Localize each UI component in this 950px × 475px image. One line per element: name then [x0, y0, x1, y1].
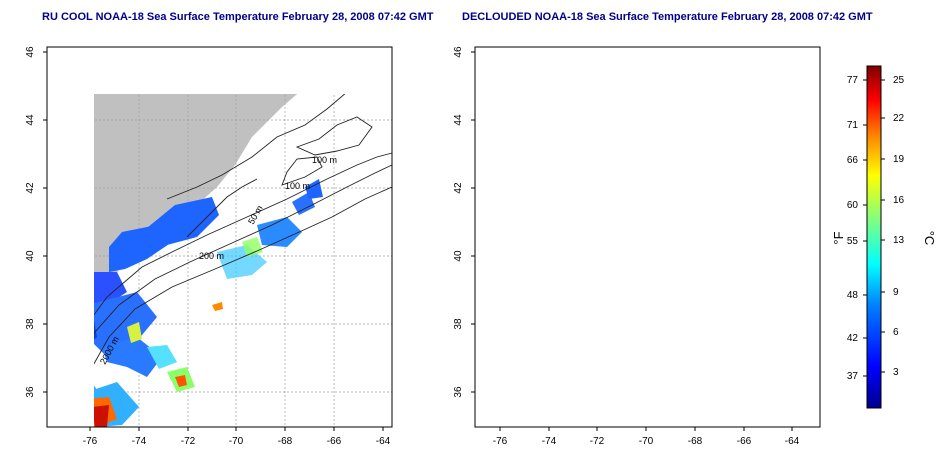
y-tick-label: 46	[25, 46, 36, 58]
right-map: 100 m 100 m 50 m 200 m 50 m 2000 m -76 -…	[453, 46, 821, 447]
y-tick-label: 38	[25, 318, 36, 330]
colorbar-gradient	[866, 65, 882, 409]
y-tick-label: 42	[453, 182, 464, 194]
f-tick-label: 37	[847, 371, 859, 382]
sst-patches	[500, 199, 750, 427]
c-tick-label: 3	[893, 367, 899, 378]
contour-label-50m: 50 m	[674, 204, 693, 226]
x-tick-label: -64	[376, 436, 391, 447]
left-map: 100 m 100 m 50 m 200 m 2000 m -76 -74 -7…	[25, 46, 393, 447]
celsius-unit-label: °C	[922, 231, 937, 246]
contour-label-100m: 100 m	[713, 181, 738, 191]
c-tick-label: 22	[893, 113, 905, 124]
contour-label-50m: 50 m	[246, 204, 265, 226]
x-tick-label: -74	[132, 436, 147, 447]
c-tick-label: 9	[893, 287, 899, 298]
c-tick-label: 6	[893, 327, 899, 338]
f-tick-label: 48	[847, 290, 859, 301]
colorbar-fahrenheit-ticks: 77 71 66 60 55 48 42 37	[847, 75, 867, 382]
contour-label-2000m: 2000 m	[528, 335, 551, 366]
y-tick-label: 40	[25, 250, 36, 262]
right-y-axis: 36 38 40 42 44 46	[453, 46, 475, 398]
y-tick-label: 46	[453, 46, 464, 58]
y-tick-label: 40	[453, 250, 464, 262]
fahrenheit-unit-label: °F	[831, 231, 846, 244]
contour-label-200m: 200 m	[199, 251, 224, 261]
left-x-axis: -76 -74 -72 -70 -68 -66 -64	[83, 427, 391, 447]
y-tick-label: 36	[453, 386, 464, 398]
f-tick-label: 77	[847, 75, 859, 86]
y-tick-label: 42	[25, 182, 36, 194]
contour-label-100m: 100 m	[285, 181, 310, 191]
x-tick-label: -76	[83, 436, 98, 447]
land-mass	[94, 94, 392, 427]
x-tick-label: -66	[327, 436, 342, 447]
f-tick-label: 71	[847, 120, 859, 131]
f-tick-label: 66	[847, 155, 859, 166]
colorbar: 77 71 66 60 55 48 42 37 25 22 19 16 13 9…	[831, 65, 937, 409]
y-tick-label: 44	[453, 114, 464, 126]
x-tick-label: -64	[785, 436, 800, 447]
f-tick-label: 60	[847, 200, 859, 211]
c-tick-label: 13	[893, 235, 905, 246]
bathymetry-contours	[485, 85, 820, 427]
right-map-title: DECLOUDED NOAA-18 Sea Surface Temperatur…	[462, 11, 873, 23]
c-tick-label: 25	[893, 75, 905, 86]
x-tick-label: -76	[493, 436, 508, 447]
left-y-axis: 36 38 40 42 44 46	[25, 46, 47, 398]
right-map-frame	[474, 46, 821, 428]
contour-labels-right: 100 m 100 m 50 m 200 m 50 m 2000 m	[528, 155, 765, 366]
x-tick-label: -70	[639, 436, 654, 447]
f-tick-label: 55	[847, 236, 859, 247]
contour-label-50m-south: 50 m	[538, 294, 556, 316]
y-tick-label: 38	[453, 318, 464, 330]
colorbar-celsius-ticks: 25 22 19 16 13 9 6 3	[881, 75, 905, 378]
land-mass	[475, 47, 820, 427]
x-tick-label: -70	[229, 436, 244, 447]
contour-label-100m-north: 100 m	[740, 155, 765, 165]
y-tick-label: 36	[25, 386, 36, 398]
sst-patches	[94, 179, 323, 427]
y-tick-label: 44	[25, 114, 36, 126]
contour-label-100m-north: 100 m	[312, 155, 337, 165]
x-tick-label: -66	[737, 436, 752, 447]
x-tick-label: -68	[688, 436, 703, 447]
left-map-frame	[46, 46, 393, 428]
x-tick-label: -68	[278, 436, 293, 447]
x-tick-label: -72	[590, 436, 605, 447]
contour-label-200m: 200 m	[631, 251, 656, 261]
lat-lon-grid	[475, 47, 820, 427]
left-map-title: RU COOL NOAA-18 Sea Surface Temperature …	[42, 11, 434, 23]
x-tick-label: -74	[542, 436, 557, 447]
c-tick-label: 19	[893, 154, 905, 165]
c-tick-label: 16	[893, 195, 905, 206]
right-x-axis: -76 -74 -72 -70 -68 -66 -64	[493, 427, 800, 447]
f-tick-label: 42	[847, 333, 859, 344]
x-tick-label: -72	[181, 436, 196, 447]
